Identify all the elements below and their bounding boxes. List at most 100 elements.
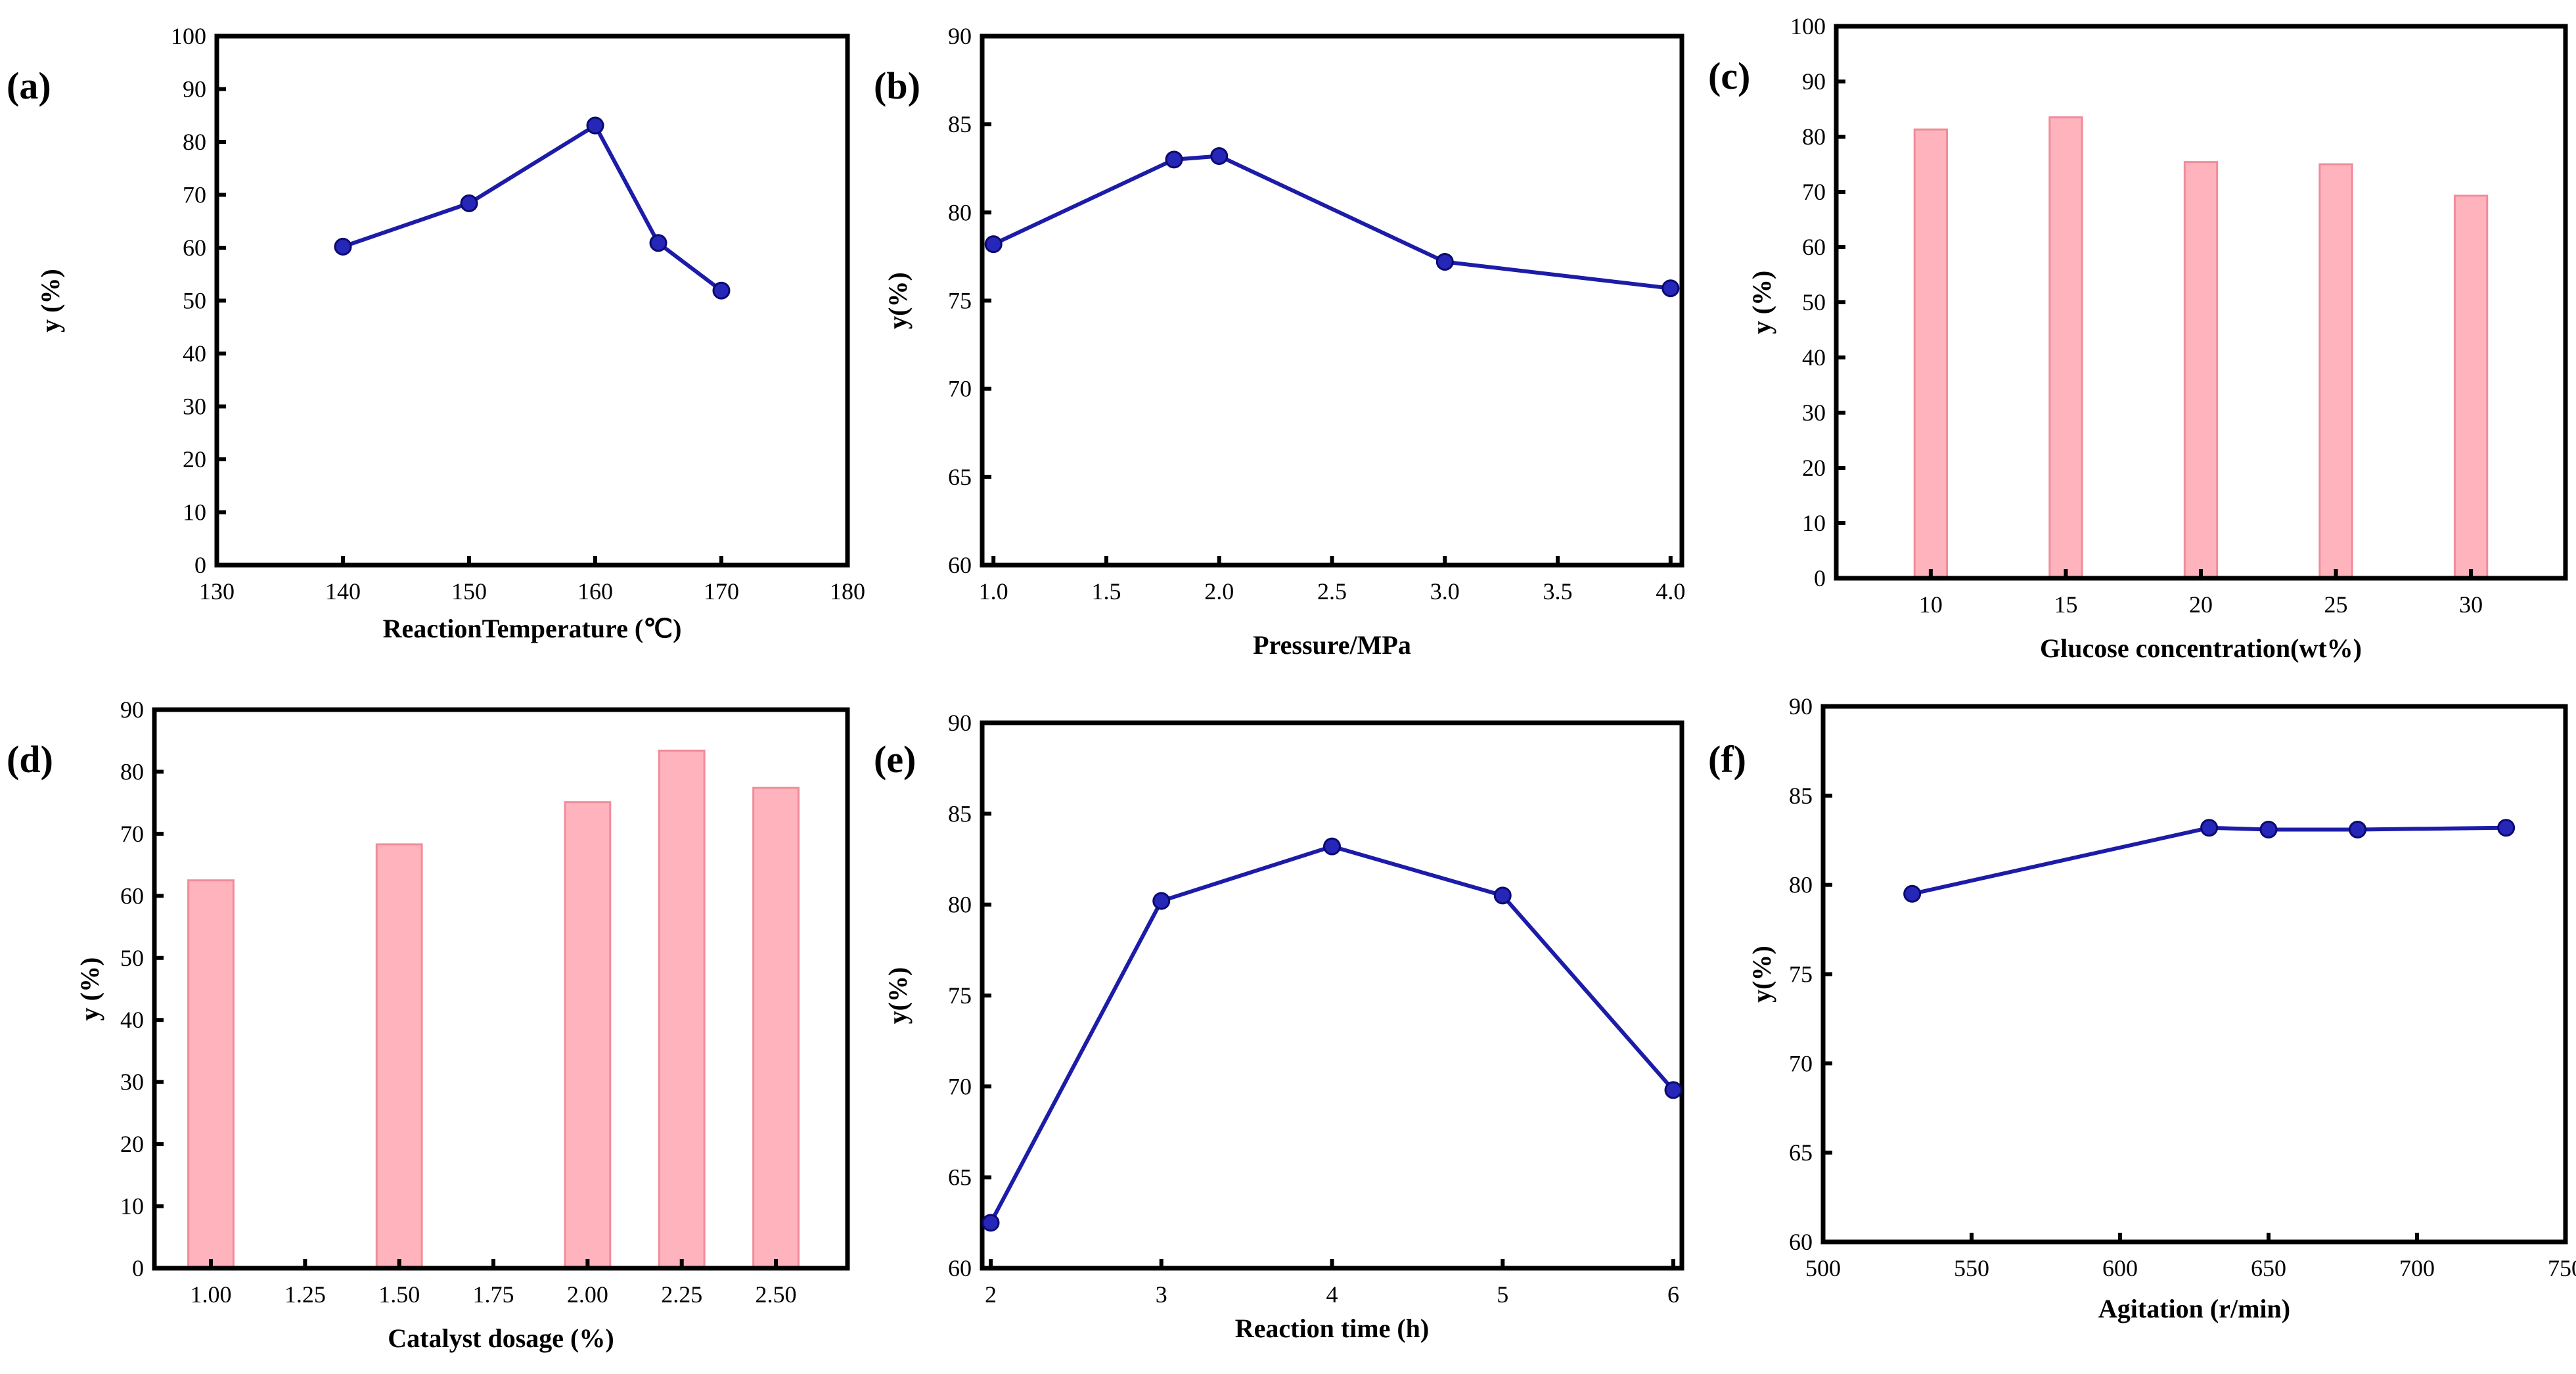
x-tick-label: 650 [2251, 1255, 2286, 1281]
x-tick-label: 2.25 [661, 1281, 702, 1308]
y-tick-label: 75 [948, 288, 972, 314]
x-tick-label: 4.0 [1656, 578, 1685, 605]
plot-frame [214, 34, 850, 568]
y-tick-label: 60 [1789, 1229, 1813, 1255]
y-tick-label: 90 [183, 76, 206, 103]
series-line-e [989, 844, 1675, 1224]
y-tick-label: 85 [1789, 783, 1813, 809]
bar-c-3 [2318, 163, 2353, 580]
panel-label: (a) [7, 64, 51, 107]
data-point-f-3 [2349, 820, 2367, 838]
data-point-b-3 [1435, 252, 1454, 271]
x-axis-label: Reaction time (h) [1235, 1314, 1429, 1343]
x-tick-label: 30 [2459, 591, 2483, 618]
y-tick-label: 80 [183, 129, 206, 155]
x-tick-label: 4 [1326, 1281, 1338, 1308]
x-tick-label: 2.50 [756, 1281, 797, 1308]
y-tick-label: 20 [1802, 455, 1826, 481]
x-tick-label: 2.0 [1204, 578, 1234, 605]
plot-frame [980, 720, 1684, 1271]
x-tick-label: 170 [704, 578, 739, 605]
y-tick-label: 90 [948, 710, 972, 736]
x-tick-label: 600 [2102, 1255, 2138, 1281]
y-tick-label: 80 [1789, 872, 1813, 898]
y-tick-label: 100 [171, 23, 206, 49]
y-tick-label: 40 [1802, 344, 1826, 371]
bar-d-4 [752, 787, 800, 1270]
x-tick-label: 1.5 [1091, 578, 1121, 605]
y-tick-label: 60 [183, 235, 206, 261]
y-tick-label: 0 [132, 1255, 144, 1281]
y-axis-label: y(%) [883, 967, 913, 1024]
x-tick-label: 1.25 [284, 1281, 326, 1308]
y-tick-label: 70 [120, 821, 144, 847]
panel-d: 1.00 1.25 1.50 1.75 2.00 2.25 2.50 0 10 20 30 40 50 6… [7, 697, 850, 1353]
data-point-a-0 [334, 237, 352, 256]
y-axis-label: y (%) [35, 269, 65, 332]
x-axis-label: ReactionTemperature (℃) [383, 614, 682, 643]
y-tick-label: 70 [1789, 1050, 1813, 1076]
bar-d-1 [375, 843, 423, 1270]
data-point-a-4 [712, 281, 731, 300]
y-tick-label: 65 [948, 464, 972, 490]
panel-b: 1.0 1.5 2.0 2.5 3.0 3.5 4.0 60 65 70 75 80 85 90 Press… [874, 23, 1685, 660]
y-tick-label: 70 [1802, 179, 1826, 205]
panel-e: 2 3 4 5 6 60 65 70 75 80 85 90 Reaction time (h) y(%)… [874, 710, 1684, 1343]
y-tick-label: 85 [948, 800, 972, 827]
y-tick-label: 90 [1789, 693, 1813, 720]
x-tick-label: 1.0 [979, 578, 1008, 605]
x-tick-label: 5 [1497, 1281, 1508, 1308]
data-point-b-4 [1661, 279, 1680, 298]
x-tick-label: 3.5 [1543, 578, 1573, 605]
y-tick-label: 90 [948, 23, 972, 49]
panel-label: (e) [874, 738, 916, 781]
y-tick-label: 0 [194, 552, 206, 578]
x-tick-label: 140 [325, 578, 361, 605]
data-point-e-2 [1323, 837, 1341, 856]
x-tick-label: 550 [1954, 1255, 1989, 1281]
y-tick-label: 80 [948, 892, 972, 918]
y-tick-label: 20 [120, 1131, 144, 1157]
x-axis-label: Pressure/MPa [1253, 630, 1411, 660]
y-axis-label: y (%) [1747, 271, 1776, 334]
data-point-b-1 [1165, 150, 1183, 169]
y-tick-label: 80 [1802, 124, 1826, 150]
data-point-f-0 [1903, 884, 1922, 903]
y-tick-label: 20 [183, 446, 206, 472]
y-tick-label: 30 [1802, 400, 1826, 426]
x-tick-label: 25 [2324, 591, 2348, 618]
x-tick-label: 10 [1919, 591, 1943, 618]
y-tick-label: 10 [1802, 510, 1826, 536]
panel-label: (f) [1708, 738, 1746, 781]
y-axis-label: y (%) [75, 957, 104, 1021]
x-tick-label: 150 [451, 578, 487, 605]
data-point-f-1 [2200, 819, 2219, 837]
plot-frame [152, 707, 850, 1271]
y-tick-label: 30 [120, 1069, 144, 1095]
y-tick-label: 90 [120, 697, 144, 723]
x-tick-label: 3.0 [1430, 578, 1460, 605]
plot-frame [1820, 704, 2568, 1245]
data-point-b-2 [1210, 147, 1229, 165]
x-tick-label: 2.00 [567, 1281, 608, 1308]
y-tick-label: 70 [948, 376, 972, 402]
data-point-b-0 [984, 235, 1003, 254]
x-tick-label: 2.5 [1317, 578, 1347, 605]
x-tick-label: 180 [830, 578, 865, 605]
series-line-a [342, 122, 723, 292]
bar-c-1 [2048, 116, 2083, 580]
series-line-b [992, 154, 1671, 290]
y-tick-label: 65 [948, 1164, 972, 1191]
panel-c: 10 15 20 25 30 0 10 20 30 40 50 60 70 80 90 100 Glucose … [1708, 13, 2568, 663]
y-tick-label: 60 [948, 1255, 972, 1281]
plot-frame [980, 34, 1684, 568]
panel-f: 500 550 600 650 700 750 60 65 70 75 80 85 90 Agitatio… [1708, 693, 2576, 1323]
x-tick-label: 1.50 [378, 1281, 420, 1308]
x-axis-label: Glucose concentration(wt%) [2040, 633, 2362, 663]
x-tick-label: 3 [1156, 1281, 1167, 1308]
data-point-e-0 [982, 1214, 1000, 1232]
data-point-a-1 [460, 194, 478, 212]
y-tick-label: 50 [120, 945, 144, 971]
y-tick-label: 40 [183, 340, 206, 367]
